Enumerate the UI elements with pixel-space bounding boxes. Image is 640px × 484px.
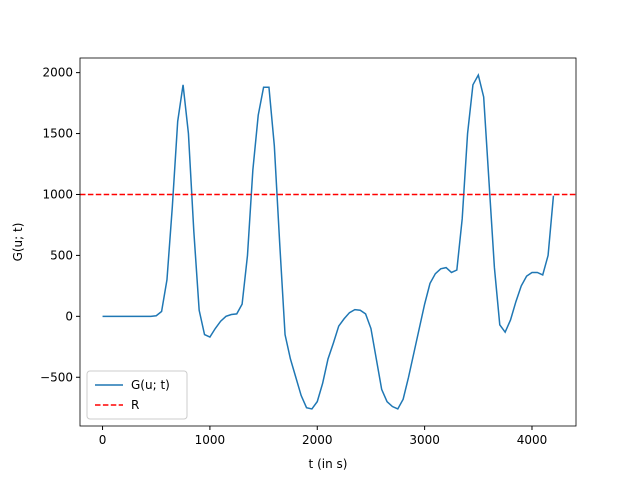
y-axis-label: G(u; t)	[11, 223, 25, 262]
x-axis-label: t (in s)	[309, 457, 348, 471]
x-tick-label: 4000	[517, 433, 548, 447]
y-tick-label: 2000	[42, 66, 73, 80]
y-tick-label: 1500	[42, 127, 73, 141]
x-tick-label: 2000	[302, 433, 333, 447]
plot-frame	[79, 57, 577, 427]
y-tick-label: 0	[65, 309, 73, 323]
line-series	[102, 73, 555, 410]
legend-box	[86, 370, 188, 420]
y-tick-label: −500	[40, 370, 73, 384]
x-tick-label: 3000	[409, 433, 440, 447]
legend-label: G(u; t)	[131, 378, 170, 392]
y-tick-label: 1000	[42, 187, 73, 201]
legend-label: R	[131, 398, 139, 412]
y-tick-label: 500	[50, 248, 73, 262]
x-tick-label: 1000	[195, 433, 226, 447]
x-tick-label: 0	[99, 433, 107, 447]
